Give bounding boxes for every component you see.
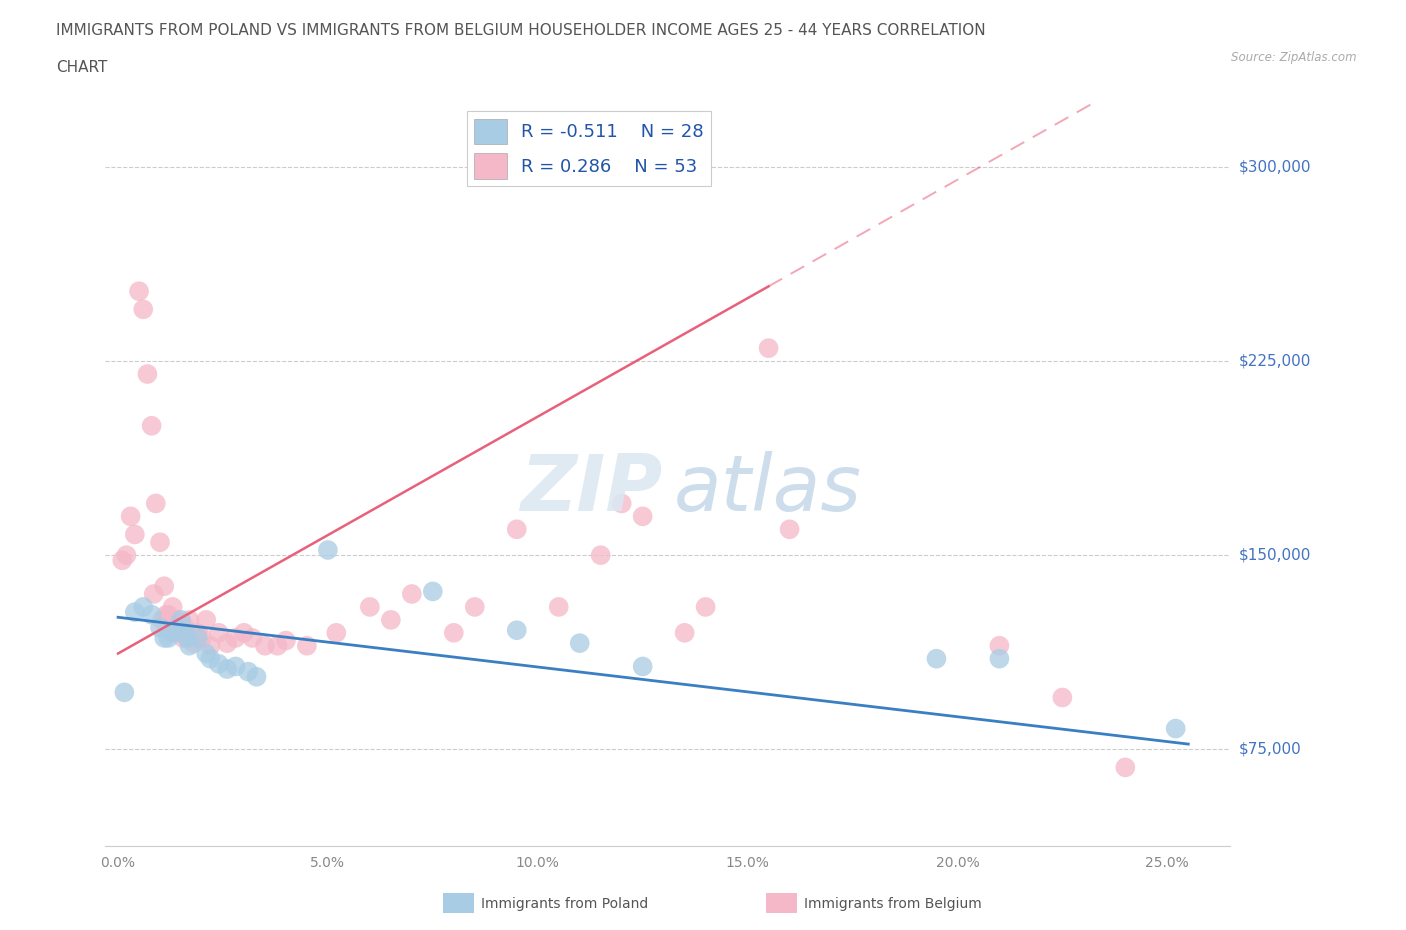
Point — [988, 638, 1011, 653]
Point — [157, 631, 180, 645]
Point — [208, 625, 231, 640]
Point — [233, 625, 256, 640]
Point — [589, 548, 612, 563]
Point — [166, 613, 188, 628]
Point — [506, 623, 529, 638]
Point — [124, 527, 146, 542]
Point — [170, 625, 193, 640]
Point — [162, 625, 184, 640]
Text: Source: ZipAtlas.com: Source: ZipAtlas.com — [1232, 51, 1357, 64]
Point — [464, 600, 486, 615]
Point — [422, 584, 444, 599]
Point — [200, 638, 222, 653]
Point — [359, 600, 381, 615]
Text: Immigrants from Belgium: Immigrants from Belgium — [804, 897, 981, 911]
Point — [153, 631, 176, 645]
Point — [142, 587, 165, 602]
Point — [208, 657, 231, 671]
Point — [179, 638, 201, 653]
Point — [195, 613, 218, 628]
Point — [124, 604, 146, 619]
Point — [225, 659, 247, 674]
Point — [132, 600, 155, 615]
Point — [149, 620, 172, 635]
Legend: R = -0.511    N = 28, R = 0.286    N = 53: R = -0.511 N = 28, R = 0.286 N = 53 — [467, 112, 711, 186]
Point — [506, 522, 529, 537]
Text: $225,000: $225,000 — [1239, 353, 1310, 368]
Point — [295, 638, 318, 653]
Text: ZIP: ZIP — [520, 451, 662, 527]
Point — [325, 625, 347, 640]
Point — [183, 636, 205, 651]
Point — [1164, 721, 1187, 736]
Point — [568, 636, 591, 651]
Point — [316, 542, 339, 557]
Point — [132, 302, 155, 317]
Point — [155, 607, 177, 622]
Point — [631, 509, 654, 524]
Point — [253, 638, 276, 653]
Point — [112, 684, 135, 699]
Point — [380, 613, 402, 628]
Point — [141, 607, 163, 622]
Point — [1052, 690, 1074, 705]
Text: IMMIGRANTS FROM POLAND VS IMMIGRANTS FROM BELGIUM HOUSEHOLDER INCOME AGES 25 - 4: IMMIGRANTS FROM POLAND VS IMMIGRANTS FRO… — [56, 23, 986, 38]
Point — [153, 578, 176, 593]
Point — [191, 631, 214, 645]
Point — [245, 670, 267, 684]
Point — [988, 651, 1011, 666]
Point — [240, 631, 263, 645]
Point — [225, 631, 247, 645]
Text: $300,000: $300,000 — [1239, 160, 1312, 175]
Point — [779, 522, 801, 537]
Point — [695, 600, 717, 615]
Text: $75,000: $75,000 — [1239, 742, 1302, 757]
Point — [145, 496, 167, 511]
Point — [200, 651, 222, 666]
Point — [170, 613, 193, 628]
Point — [187, 625, 209, 640]
Point — [274, 633, 297, 648]
Point — [1114, 760, 1136, 775]
Point — [187, 631, 209, 645]
Point — [217, 661, 239, 676]
Point — [166, 620, 188, 635]
Text: atlas: atlas — [673, 451, 862, 527]
Point — [174, 620, 197, 635]
Point — [217, 636, 239, 651]
Point — [673, 625, 696, 640]
Point — [631, 659, 654, 674]
Point — [136, 366, 159, 381]
Point — [174, 625, 197, 640]
Point — [128, 284, 150, 299]
Point — [610, 496, 633, 511]
Point — [195, 646, 218, 661]
Point — [141, 418, 163, 433]
Point — [758, 340, 780, 355]
Point — [149, 535, 172, 550]
Text: Immigrants from Poland: Immigrants from Poland — [481, 897, 648, 911]
Point — [443, 625, 465, 640]
Point — [236, 664, 259, 679]
Point — [266, 638, 288, 653]
Point — [162, 600, 184, 615]
Point — [401, 587, 423, 602]
Text: CHART: CHART — [56, 60, 108, 75]
Point — [120, 509, 142, 524]
Text: $150,000: $150,000 — [1239, 548, 1310, 563]
Point — [115, 548, 138, 563]
Point — [547, 600, 569, 615]
Point — [150, 613, 173, 628]
Point — [925, 651, 948, 666]
Point — [172, 631, 194, 645]
Point — [179, 613, 201, 628]
Point — [111, 553, 134, 568]
Point — [176, 631, 198, 645]
Point — [157, 607, 180, 622]
